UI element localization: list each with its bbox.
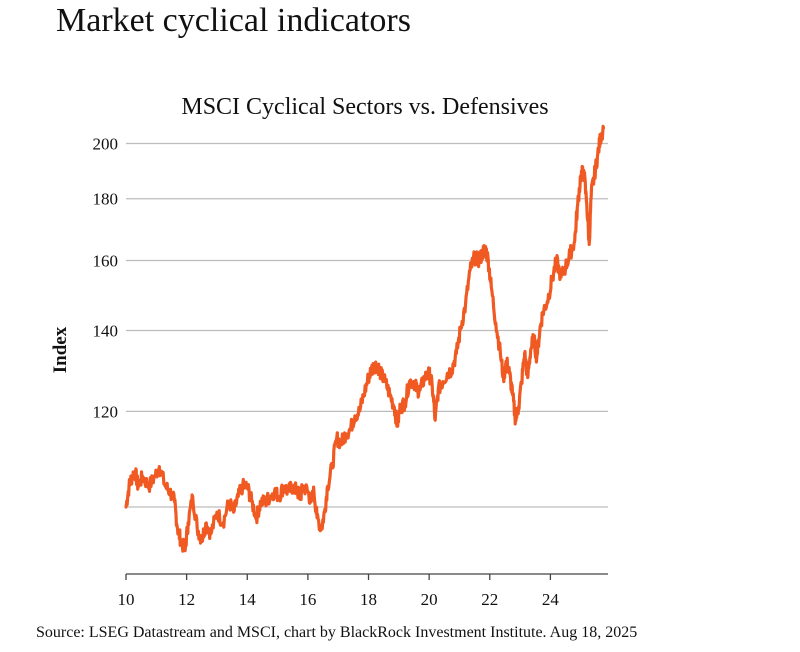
x-tick-label: 22 bbox=[481, 590, 498, 609]
x-tick-label: 14 bbox=[239, 590, 257, 609]
y-tick-label: 200 bbox=[93, 134, 119, 153]
x-tick-label: 16 bbox=[299, 590, 316, 609]
x-tick-label: 10 bbox=[118, 590, 135, 609]
x-tick-label: 18 bbox=[360, 590, 377, 609]
x-tick-label: 12 bbox=[178, 590, 195, 609]
gridlines bbox=[126, 142, 608, 508]
x-axis bbox=[125, 573, 608, 580]
page-title: Market cyclical indicators bbox=[56, 2, 411, 39]
series-line bbox=[124, 124, 606, 553]
y-tick-label: 140 bbox=[93, 322, 119, 341]
x-tick-label: 20 bbox=[421, 590, 438, 609]
x-tick-label: 24 bbox=[542, 590, 560, 609]
series-layer bbox=[124, 124, 606, 553]
source-note: Source: LSEG Datastream and MSCI, chart … bbox=[36, 624, 638, 641]
tick-labels: 120 140 160 180 200 10 12 14 16 18 20 22 24 bbox=[93, 134, 560, 609]
y-tick-label: 120 bbox=[93, 402, 119, 421]
y-tick-label: 160 bbox=[93, 252, 119, 271]
chart-title: MSCI Cyclical Sectors vs. Defensives bbox=[181, 94, 549, 120]
y-axis-title: Index bbox=[50, 326, 71, 373]
y-tick-label: 180 bbox=[93, 190, 119, 209]
